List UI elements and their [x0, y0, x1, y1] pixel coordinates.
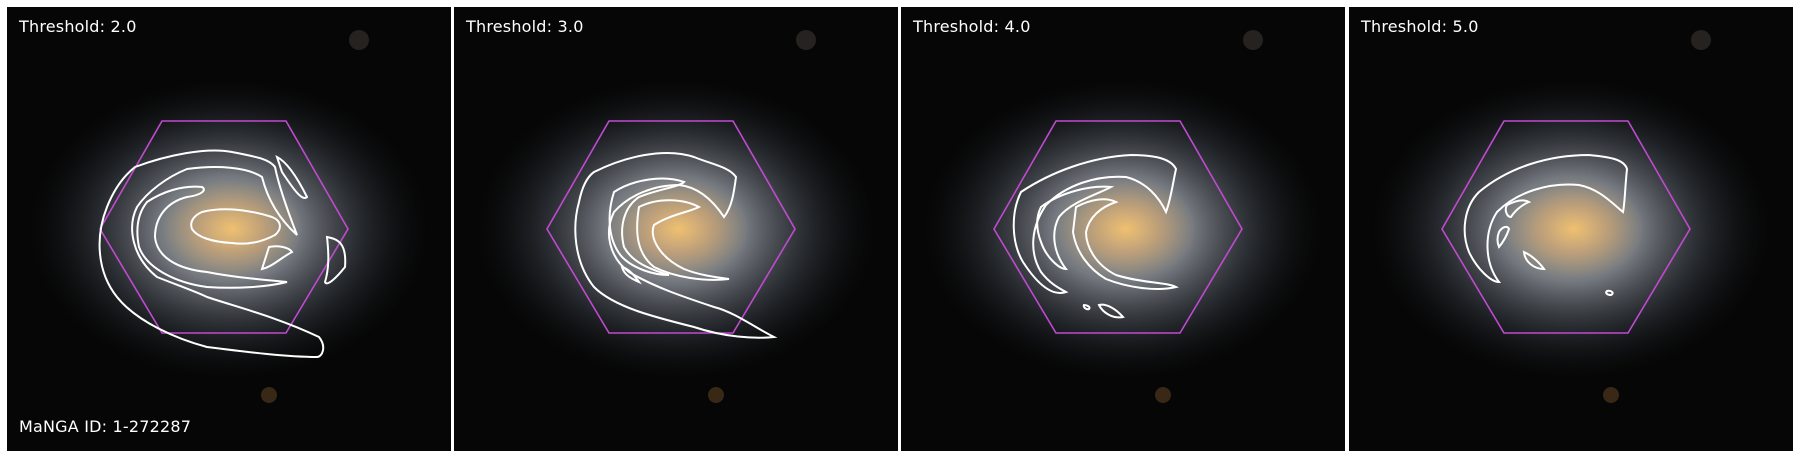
- galaxy-panel-threshold-4: Threshold: 4.0: [901, 7, 1345, 451]
- contour-lines: [98, 149, 347, 359]
- ifu-hexagon: [1441, 120, 1691, 334]
- contour-lines: [1463, 153, 1629, 297]
- threshold-label: Threshold: 2.0: [19, 17, 137, 36]
- threshold-label: Threshold: 5.0: [1361, 17, 1479, 36]
- galaxy-image: [1349, 7, 1793, 451]
- galaxy-panel-threshold-3: Threshold: 3.0: [454, 7, 898, 451]
- galaxy-image: [454, 7, 898, 451]
- contour-lines: [574, 151, 778, 339]
- ifu-hexagon: [993, 120, 1243, 334]
- contour-lines: [1012, 153, 1179, 319]
- ifu-hexagon: [546, 120, 796, 334]
- galaxy-image: [7, 7, 451, 451]
- galaxy-panel-threshold-5: Threshold: 5.0: [1349, 7, 1793, 451]
- galaxy-image: [901, 7, 1345, 451]
- manga-id-label: MaNGA ID: 1-272287: [19, 417, 192, 436]
- galaxy-panel-threshold-2: Threshold: 2.0 MaNGA ID: 1-272287: [7, 7, 451, 451]
- threshold-label: Threshold: 3.0: [466, 17, 584, 36]
- threshold-label: Threshold: 4.0: [913, 17, 1031, 36]
